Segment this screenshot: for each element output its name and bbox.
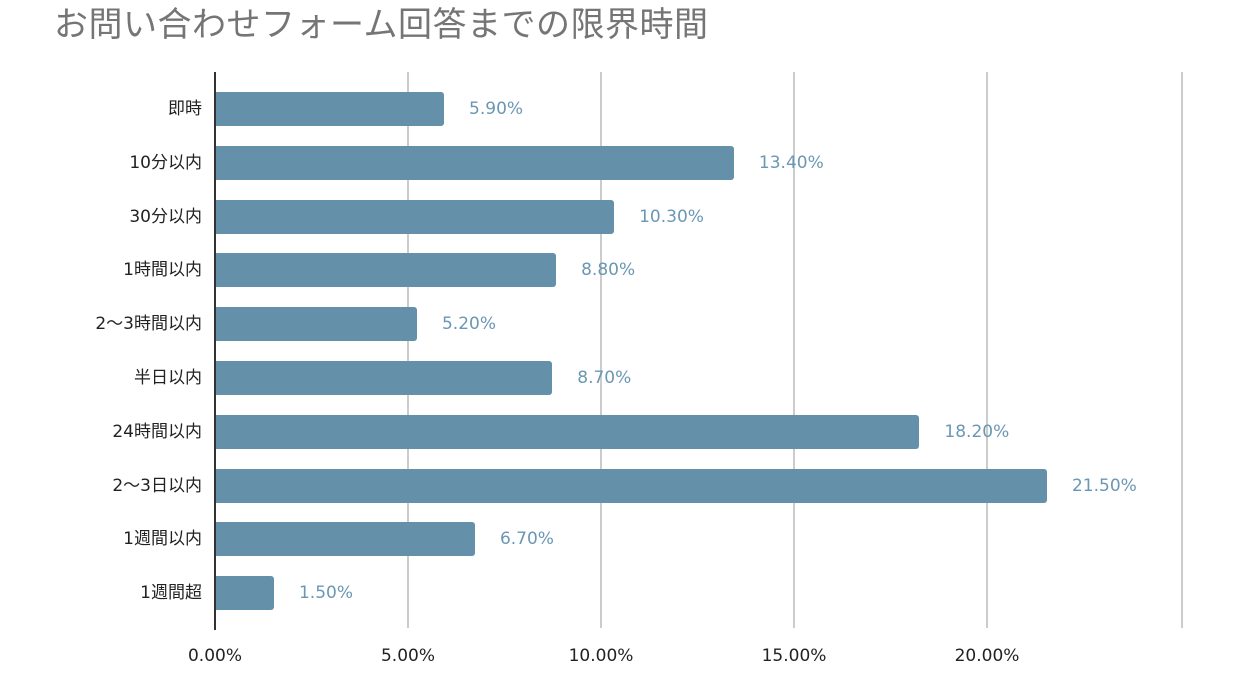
gridline-10 <box>600 72 602 628</box>
category-label: 10分以内 <box>129 152 202 173</box>
bar-row: 2〜3時間以内 5.20% <box>0 307 1238 342</box>
value-label: 1.50% <box>298 583 353 604</box>
value-label: 5.90% <box>469 99 524 119</box>
bar <box>216 576 274 611</box>
y-axis-line <box>214 72 216 630</box>
chart-title: お問い合わせフォーム回答までの限界時間 <box>54 5 709 45</box>
value-label: 5.20% <box>441 314 496 335</box>
gridline-20 <box>986 72 988 628</box>
category-label: 2〜3時間以内 <box>95 314 202 335</box>
value-label: 21.50% <box>1071 475 1137 496</box>
x-tick-label: 5.00% <box>380 646 436 666</box>
gridline-15 <box>793 72 795 628</box>
gridline-25 <box>1181 72 1183 628</box>
bar-row: 24時間以内 18.20% <box>0 414 1238 449</box>
value-label: 8.80% <box>581 260 636 281</box>
bar <box>216 468 1047 503</box>
value-label: 10.30% <box>639 206 704 227</box>
bar <box>216 361 553 395</box>
category-label: 1週間以内 <box>123 529 202 550</box>
bar <box>216 145 734 180</box>
x-tick-label: 20.00% <box>954 646 1020 666</box>
x-tick-label: 10.00% <box>568 646 634 666</box>
bar-row: 30分以内 10.30% <box>0 199 1238 234</box>
bar <box>216 522 475 557</box>
bar <box>216 253 557 288</box>
bar-row: 1時間以内 8.80% <box>0 253 1238 288</box>
bar-row: 1週間超 1.50% <box>0 576 1238 611</box>
category-label: 24時間以内 <box>112 421 202 442</box>
bar-row: 10分以内 13.40% <box>0 145 1238 180</box>
category-label: 1時間以内 <box>123 260 202 281</box>
bar <box>216 199 615 234</box>
x-tick-label: 15.00% <box>761 646 827 666</box>
bar-row: 1週間以内 6.70% <box>0 522 1238 557</box>
value-label: 8.70% <box>577 368 632 388</box>
bar-row: 即時 5.90% <box>0 92 1238 126</box>
category-label: 30分以内 <box>129 206 202 227</box>
bar-row: 2〜3日以内 21.50% <box>0 468 1238 503</box>
bar <box>216 92 445 126</box>
bar <box>216 414 920 449</box>
category-label: 半日以内 <box>134 368 202 388</box>
category-label: 即時 <box>168 99 202 119</box>
value-label: 13.40% <box>758 152 824 173</box>
category-label: 2〜3日以内 <box>112 475 202 496</box>
value-label: 18.20% <box>944 421 1010 442</box>
category-label: 1週間超 <box>140 583 202 604</box>
gridline-5 <box>407 72 409 628</box>
x-tick-label: 0.00% <box>187 646 243 666</box>
bar-row: 半日以内 8.70% <box>0 361 1238 395</box>
value-label: 6.70% <box>499 529 554 550</box>
bar <box>216 307 417 342</box>
